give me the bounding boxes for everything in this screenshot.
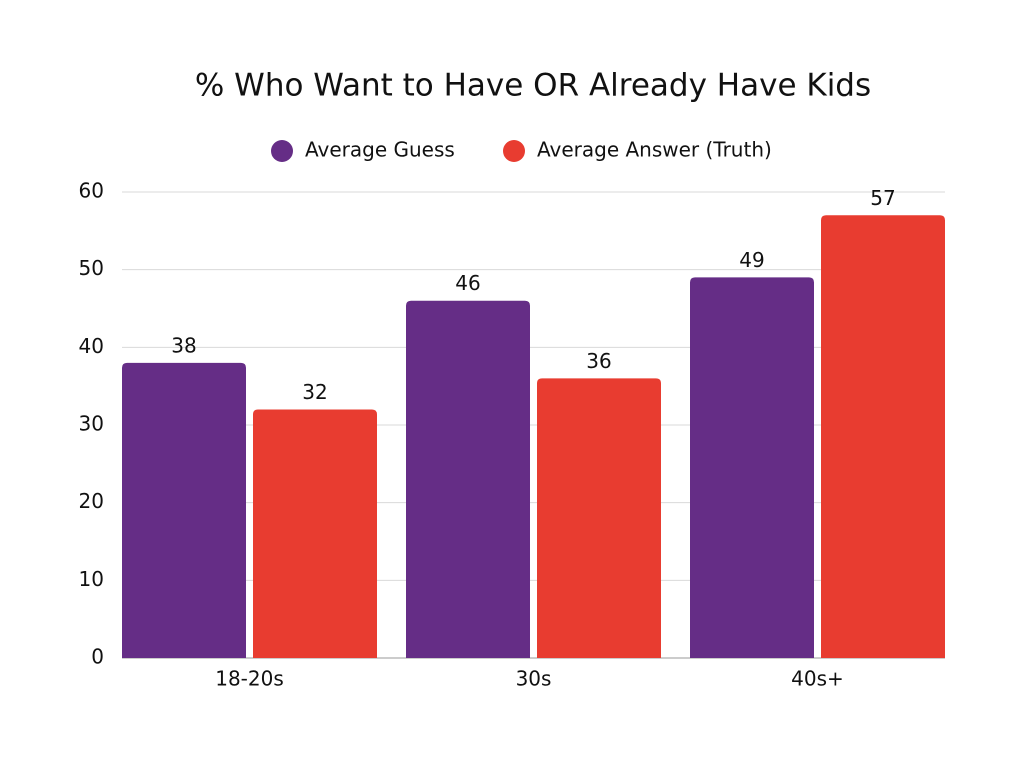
bar	[253, 409, 377, 658]
legend-label: Average Guess	[305, 138, 455, 162]
y-tick-label: 60	[79, 179, 104, 203]
y-tick-label: 20	[79, 489, 104, 513]
chart-title: % Who Want to Have OR Already Have Kids	[195, 68, 871, 104]
y-tick-label: 30	[79, 412, 104, 436]
bar	[821, 215, 945, 659]
value-label: 49	[739, 248, 764, 272]
bar	[406, 300, 530, 658]
legend-label: Average Answer (Truth)	[537, 138, 772, 162]
bar	[537, 378, 661, 658]
y-tick-label: 10	[79, 567, 104, 591]
x-tick-label: 40s+	[791, 667, 844, 691]
legend-marker	[271, 140, 293, 162]
y-tick-label: 40	[79, 334, 104, 358]
y-tick-label: 0	[91, 645, 104, 669]
value-label: 36	[586, 349, 611, 373]
y-tick-label: 50	[79, 256, 104, 280]
value-label: 57	[870, 186, 895, 210]
x-tick-label: 18-20s	[215, 667, 284, 691]
bar	[122, 362, 246, 658]
value-label: 46	[455, 271, 480, 295]
value-label: 32	[302, 380, 327, 404]
bar	[690, 277, 814, 658]
x-tick-label: 30s	[516, 667, 552, 691]
legend-marker	[503, 140, 525, 162]
value-label: 38	[171, 333, 196, 357]
